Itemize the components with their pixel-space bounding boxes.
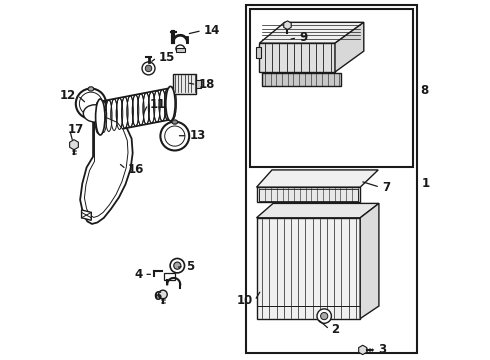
Ellipse shape (138, 94, 144, 125)
Ellipse shape (122, 97, 128, 129)
Bar (262, 73, 342, 86)
Text: 18: 18 (198, 78, 215, 91)
Bar (259, 189, 358, 201)
Bar (257, 187, 360, 202)
Text: 2: 2 (331, 323, 340, 336)
Text: 1: 1 (421, 177, 430, 190)
Ellipse shape (174, 262, 181, 269)
Polygon shape (84, 117, 128, 217)
Text: 5: 5 (186, 260, 194, 273)
Polygon shape (335, 22, 364, 72)
Ellipse shape (320, 312, 328, 320)
Polygon shape (259, 22, 364, 43)
Ellipse shape (172, 120, 178, 124)
Polygon shape (80, 111, 133, 224)
Text: 12: 12 (60, 89, 76, 102)
Polygon shape (256, 47, 261, 58)
Ellipse shape (76, 89, 106, 119)
Polygon shape (359, 345, 367, 355)
Polygon shape (259, 43, 335, 72)
Polygon shape (70, 140, 78, 150)
Polygon shape (360, 203, 379, 319)
Text: 15: 15 (159, 51, 175, 64)
Ellipse shape (105, 100, 112, 131)
Ellipse shape (145, 65, 152, 72)
Text: 8: 8 (421, 84, 429, 96)
Text: 10: 10 (237, 294, 253, 307)
Polygon shape (257, 170, 378, 187)
Ellipse shape (160, 122, 189, 150)
Ellipse shape (142, 62, 155, 75)
Ellipse shape (111, 99, 118, 130)
Polygon shape (98, 87, 173, 134)
Bar (173, 74, 196, 94)
Ellipse shape (132, 95, 139, 126)
Ellipse shape (88, 87, 94, 91)
Bar (164, 273, 175, 280)
Text: 9: 9 (299, 31, 307, 44)
Ellipse shape (96, 99, 105, 135)
Ellipse shape (127, 96, 133, 127)
Ellipse shape (170, 258, 185, 273)
Text: 17: 17 (68, 123, 84, 136)
Ellipse shape (165, 89, 171, 120)
Ellipse shape (165, 126, 185, 146)
Ellipse shape (148, 91, 155, 123)
Ellipse shape (317, 309, 331, 323)
Ellipse shape (154, 91, 160, 122)
Polygon shape (257, 218, 360, 319)
Text: 4: 4 (134, 268, 143, 281)
Text: 3: 3 (378, 343, 386, 356)
Bar (245, 5, 417, 353)
Ellipse shape (159, 290, 167, 299)
Polygon shape (284, 21, 291, 30)
Polygon shape (81, 210, 91, 220)
Ellipse shape (83, 105, 106, 122)
Text: 14: 14 (204, 24, 220, 37)
Ellipse shape (166, 86, 175, 121)
Text: 7: 7 (382, 181, 390, 194)
Bar (196, 80, 201, 88)
Ellipse shape (79, 92, 102, 115)
Ellipse shape (116, 98, 123, 130)
Ellipse shape (100, 101, 107, 132)
Ellipse shape (170, 87, 176, 119)
Ellipse shape (176, 45, 185, 52)
Text: 11: 11 (149, 98, 166, 111)
Ellipse shape (143, 93, 149, 124)
Ellipse shape (159, 90, 166, 121)
Polygon shape (257, 203, 379, 218)
Text: 16: 16 (128, 163, 145, 176)
Text: 6: 6 (153, 291, 161, 303)
Bar (250, 9, 414, 167)
Bar (176, 48, 185, 52)
Text: 13: 13 (189, 129, 205, 142)
Ellipse shape (95, 102, 101, 134)
